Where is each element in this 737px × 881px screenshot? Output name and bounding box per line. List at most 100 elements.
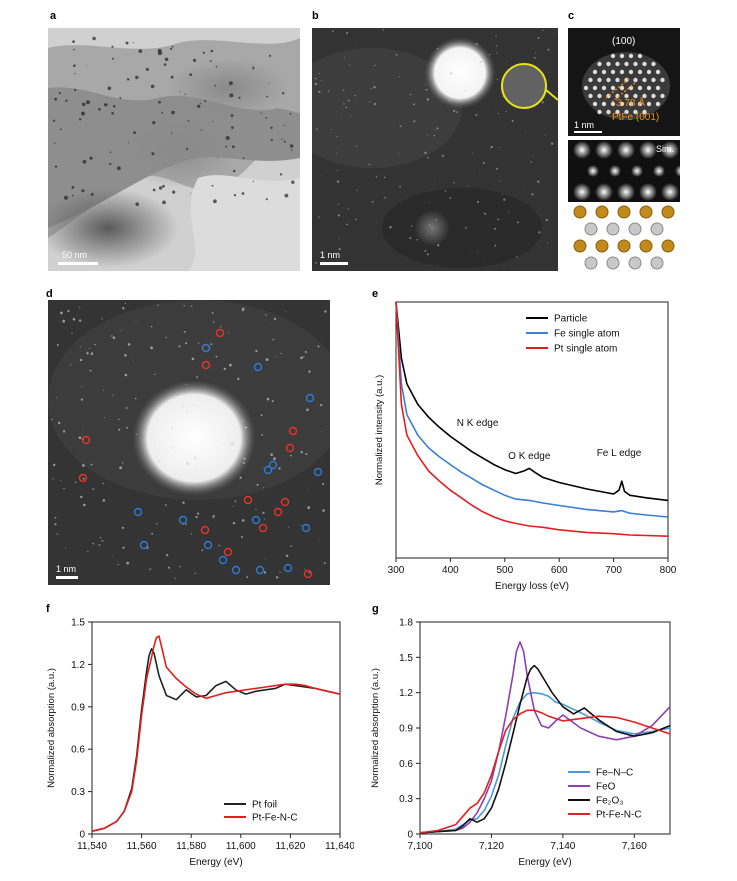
pt-single-atom-marker [215, 328, 225, 338]
pt-single-atom-marker [258, 523, 268, 533]
y-tick-label: 1.5 [71, 618, 85, 629]
legend-label: Particle [554, 314, 588, 325]
fe-single-atom-marker [178, 515, 188, 525]
pt-single-atom-marker [303, 569, 313, 579]
scale-bar-d [56, 576, 78, 579]
fe-single-atom-marker [253, 362, 263, 372]
x-tick-label: 7,140 [550, 841, 575, 852]
y-tick-label: 0.6 [399, 759, 413, 770]
haadf-texture-b [312, 28, 558, 271]
x-tick-label: 700 [605, 565, 622, 576]
scale-bar-b [320, 262, 348, 265]
x-tick-label: 7,120 [479, 841, 504, 852]
y-axis-label: Normalized absorption (a.u.) [46, 668, 57, 788]
y-tick-label: 0.3 [71, 787, 85, 798]
y-axis-label: Normalized intensity (a.u.) [374, 375, 385, 485]
pt-single-atom-marker [223, 547, 233, 557]
legend-label: Fe–N–C [596, 768, 633, 779]
haadf-image-d: 1 nm [48, 300, 330, 585]
y-tick-label: 1.8 [399, 618, 413, 629]
zoom-circle [501, 63, 547, 109]
y-tick-label: 0.9 [399, 724, 413, 735]
legend-label: FeO [596, 782, 616, 793]
y-tick-label: 0 [79, 830, 85, 841]
simulation-label: Sim. [656, 144, 674, 154]
fe-single-atom-marker [268, 460, 278, 470]
y-tick-label: 1.2 [399, 688, 413, 699]
x-tick-label: 11,600 [226, 841, 256, 852]
pt-single-atom-marker [280, 497, 290, 507]
fe-single-atom-marker [203, 540, 213, 550]
series-line [91, 648, 341, 832]
fe-single-atom-marker [283, 563, 293, 573]
fe-single-atom-marker [255, 565, 265, 575]
scale-bar-label-d: 1 nm [56, 564, 77, 574]
x-axis-label: Energy (eV) [189, 857, 242, 868]
panel-label-e: e [372, 288, 379, 300]
y-axis-label: Normalized absorption (a.u.) [370, 668, 381, 788]
scale-bar-label-b: 1 nm [320, 250, 341, 260]
pt-single-atom-marker [81, 435, 91, 445]
pt-single-atom-marker [78, 473, 88, 483]
x-tick-label: 11,560 [127, 841, 157, 852]
x-tick-label: 11,580 [176, 841, 206, 852]
fe-single-atom-marker [263, 465, 273, 475]
fe-single-atom-marker [231, 565, 241, 575]
fe-single-atom-marker [139, 540, 149, 550]
y-tick-label: 1.5 [399, 653, 413, 664]
panel-label-f: f [46, 603, 50, 615]
x-tick-label: 400 [442, 565, 459, 576]
plot-frame [419, 621, 671, 835]
series-line [419, 641, 671, 834]
x-tick-label: 7,160 [622, 841, 647, 852]
panel-label-b: b [312, 10, 319, 22]
x-tick-label: 11,620 [275, 841, 305, 852]
spacing-label: 3.78 Å [616, 98, 645, 109]
legend-label: Pt-Fe-N-C [252, 813, 298, 824]
pt-single-atom-marker [273, 507, 283, 517]
plot-frame [395, 301, 669, 559]
plot-frame [91, 621, 341, 835]
y-tick-label: 0.6 [71, 745, 85, 756]
chart-xanes-pt: 11,540 11,560 11,580 11,600 11,620 11,640 0 0.3… [46, 618, 354, 869]
x-tick-label: 11,640 [325, 841, 354, 852]
legend-label: Fe₂O₃ [596, 796, 623, 807]
pt-single-atom-marker [288, 426, 298, 436]
chart-eels: 300 400 500 600 700 800 Energy loss (eV) Normal… [374, 301, 677, 592]
x-tick-label: 11,540 [77, 841, 107, 852]
simulation-lattice [568, 140, 680, 202]
panel-label-a: a [50, 10, 57, 22]
scale-bar-a [58, 262, 98, 265]
scale-bar-label-a: 50 nm [62, 250, 88, 260]
edge-annotation: Fe L edge [597, 448, 642, 459]
lattice-zoom [568, 28, 680, 136]
x-axis-label: Energy loss (eV) [495, 581, 569, 592]
pt-single-atom-marker [285, 443, 295, 453]
fe-single-atom-marker [133, 507, 143, 517]
y-tick-label: 1.2 [71, 660, 85, 671]
haadf-image-b: 1 nm [312, 28, 558, 271]
haadf-texture-d [48, 300, 330, 585]
fe-single-atom-marker [301, 523, 311, 533]
chart-xanes-fe: 7,100 7,120 7,140 7,160 0 0.3 0.6 0.9 1.2 1.5 1.8 E… [370, 618, 671, 868]
atomic-model [568, 204, 680, 272]
series-line [395, 301, 669, 502]
pt-single-atom-marker [201, 360, 211, 370]
tem-image-a: 50 nm [48, 28, 300, 271]
legend-label: Fe single atom [554, 329, 620, 340]
scale-bar-c [574, 131, 602, 133]
panel-label-c: c [568, 10, 575, 22]
y-tick-label: 0 [407, 830, 413, 841]
atom-model-svg [573, 205, 675, 270]
panel-label-d: d [46, 288, 53, 300]
pt-single-atom-marker [200, 525, 210, 535]
y-tick-label: 0.3 [399, 794, 413, 805]
panel-label-g: g [372, 603, 379, 615]
edge-annotation: N K edge [457, 418, 499, 429]
y-tick-label: 0.9 [71, 702, 85, 713]
x-axis-label: Energy (eV) [518, 857, 571, 868]
series-line [395, 301, 669, 518]
legend-label: Pt single atom [554, 344, 617, 355]
series-line [419, 664, 671, 834]
fe-single-atom-marker [305, 393, 315, 403]
